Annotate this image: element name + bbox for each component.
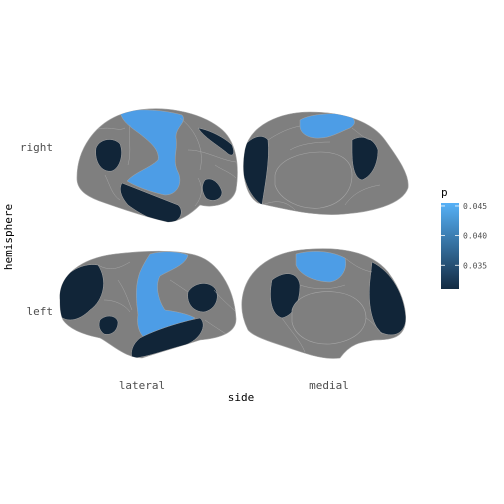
region-corpus-callosum <box>274 151 353 209</box>
region-rostral-middle-frontal <box>187 283 218 313</box>
region-superior-frontal <box>369 261 406 336</box>
region-lateral-occipital <box>59 264 104 321</box>
region-lateral-occipital <box>197 127 234 156</box>
brain-left-medial <box>241 248 406 359</box>
legend-tick-label: 0.045 <box>463 202 487 211</box>
y-tick-left: left <box>27 305 54 318</box>
legend-colorbar <box>441 203 459 289</box>
region-insula <box>202 178 223 201</box>
region-boundaries <box>94 117 237 207</box>
region-paracentral <box>299 113 355 139</box>
legend: p 0.045 0.040 0.035 <box>441 186 487 289</box>
brain-right-lateral <box>76 108 238 223</box>
region-boundaries <box>97 261 237 335</box>
legend-tick-label: 0.040 <box>463 232 487 241</box>
region-corpus-callosum <box>291 291 367 345</box>
brain-right-medial <box>243 111 409 215</box>
x-axis-title: side <box>228 391 255 404</box>
region-boundaries <box>261 125 381 211</box>
legend-ticks: 0.045 0.040 0.035 <box>441 202 487 270</box>
brain-left-lateral <box>59 250 237 359</box>
legend-tick-label: 0.035 <box>463 261 487 270</box>
x-tick-lateral: lateral <box>119 379 165 392</box>
y-tick-right: right <box>20 141 53 154</box>
region-paracentral <box>295 251 346 283</box>
region-superior-temporal <box>120 182 182 222</box>
region-pars-opercularis <box>95 139 122 172</box>
x-tick-medial: medial <box>309 379 349 392</box>
region-medial-orbitofrontal <box>351 137 379 181</box>
legend-title: p <box>441 186 448 199</box>
region-boundaries <box>281 257 383 353</box>
region-inferior-parietal <box>98 315 119 335</box>
y-axis-title: hemisphere <box>2 204 15 270</box>
region-precentral-postcentral <box>136 251 196 339</box>
